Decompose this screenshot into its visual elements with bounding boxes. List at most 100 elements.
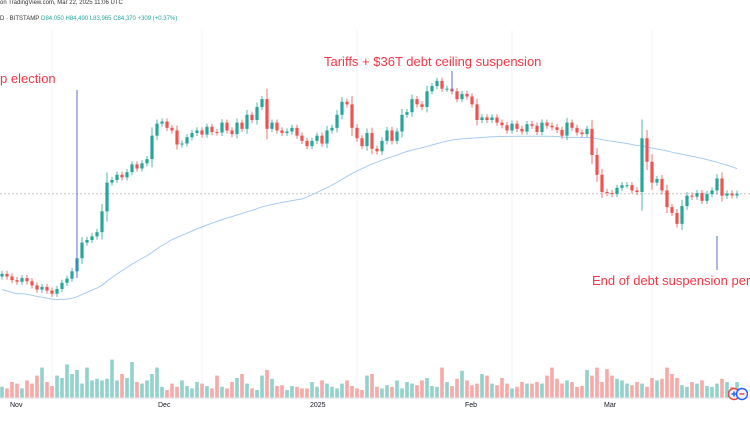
candle-body: [500, 122, 504, 126]
volume-bar: [660, 378, 664, 398]
candle-body: [175, 130, 179, 145]
candle-body: [570, 122, 574, 128]
candle-body: [680, 206, 684, 224]
candle-body: [210, 126, 214, 132]
candle-body: [525, 124, 529, 132]
candle-body: [5, 273, 9, 277]
candle-body: [410, 99, 414, 113]
volume-bar: [185, 386, 189, 398]
volume-bar: [145, 380, 149, 398]
volume-bar: [700, 380, 704, 398]
candle-body: [550, 125, 554, 128]
candle-body: [310, 140, 314, 147]
candle-body: [480, 117, 484, 120]
chart-grid: [51, 30, 653, 398]
volume-bar: [110, 359, 114, 398]
candle-body: [670, 207, 674, 213]
volume-bar: [395, 380, 399, 398]
volume-bar: [600, 382, 604, 398]
annotation-election: p election: [0, 71, 56, 86]
candle-body: [445, 88, 449, 90]
volume-bar: [690, 382, 694, 398]
candle-body: [395, 131, 399, 141]
candle-body: [575, 127, 579, 133]
candle-body: [475, 104, 479, 120]
candle-body: [285, 131, 289, 134]
volume-bar: [545, 375, 549, 398]
volume-bar: [240, 374, 244, 398]
candle-body: [205, 126, 209, 135]
candle-body: [595, 154, 599, 175]
tradingview-logo-icon: [728, 387, 748, 401]
candle-body: [335, 114, 339, 128]
candle-body: [520, 128, 524, 132]
volume-bar: [685, 386, 689, 398]
candle-body: [400, 114, 404, 132]
candle-body: [345, 101, 349, 105]
candle-body: [340, 101, 344, 115]
volume-bar: [305, 388, 309, 398]
volume-bar: [285, 390, 289, 398]
candle-body: [515, 123, 519, 129]
volume-bar: [470, 385, 474, 398]
volume-bar: [710, 386, 714, 398]
volume-bar: [620, 380, 624, 398]
volume-bar: [445, 382, 449, 398]
volume-bar: [200, 383, 204, 398]
candle-body: [565, 122, 569, 136]
volume-bar: [485, 375, 489, 398]
candle-body: [420, 104, 424, 107]
volume-bar: [455, 378, 459, 398]
candle-body: [655, 178, 659, 183]
volume-bar: [300, 388, 304, 398]
x-tick-nov: Nov: [10, 402, 23, 409]
candle-body: [240, 122, 244, 129]
candle-body: [105, 182, 109, 212]
volume-bar: [85, 367, 89, 398]
volume-bar: [365, 375, 369, 398]
volume-bar: [100, 380, 104, 398]
volume-bar: [160, 386, 164, 398]
volume-bar: [10, 382, 14, 398]
volume-bar: [450, 386, 454, 398]
volume-bar: [615, 378, 619, 398]
candle-body: [45, 286, 49, 291]
candle-body: [355, 127, 359, 139]
candle-body: [55, 289, 59, 294]
x-tick-dec: Dec: [158, 402, 171, 409]
candle-body: [275, 122, 279, 131]
candle-body: [665, 190, 669, 208]
candle-body: [535, 125, 539, 132]
volume-bar: [0, 386, 4, 398]
candle-body: [115, 174, 119, 180]
candle-body: [705, 194, 709, 201]
candle-body: [265, 99, 269, 129]
volume-bar: [35, 375, 39, 398]
candle-body: [465, 93, 469, 97]
candle-body: [135, 164, 139, 169]
candle-body: [295, 127, 299, 136]
volume-bar: [210, 388, 214, 398]
candle-body: [70, 271, 74, 279]
symbol-label[interactable]: D · BITSTAMP: [0, 16, 40, 22]
volume-bar: [270, 378, 274, 398]
volume-bar: [570, 382, 574, 398]
candle-body: [585, 128, 589, 135]
candle-body: [280, 130, 284, 134]
moving-average-line: [1, 135, 738, 301]
candle-body: [200, 130, 204, 135]
candle-body: [100, 211, 104, 233]
volume-bar: [320, 380, 324, 398]
ohlc-values: O84,050 H84,490 L83,965 C84,370 +309 (+0…: [40, 16, 178, 22]
volume-bar: [550, 367, 554, 398]
candle-body: [510, 123, 514, 131]
volume-bar: [140, 383, 144, 398]
volume-bar: [695, 383, 699, 398]
candle-body: [270, 122, 274, 129]
volume-bar: [415, 385, 419, 398]
volume-bar: [565, 380, 569, 398]
volume-bar: [480, 374, 484, 398]
candle-body: [560, 129, 564, 136]
volume-bar: [720, 378, 724, 398]
